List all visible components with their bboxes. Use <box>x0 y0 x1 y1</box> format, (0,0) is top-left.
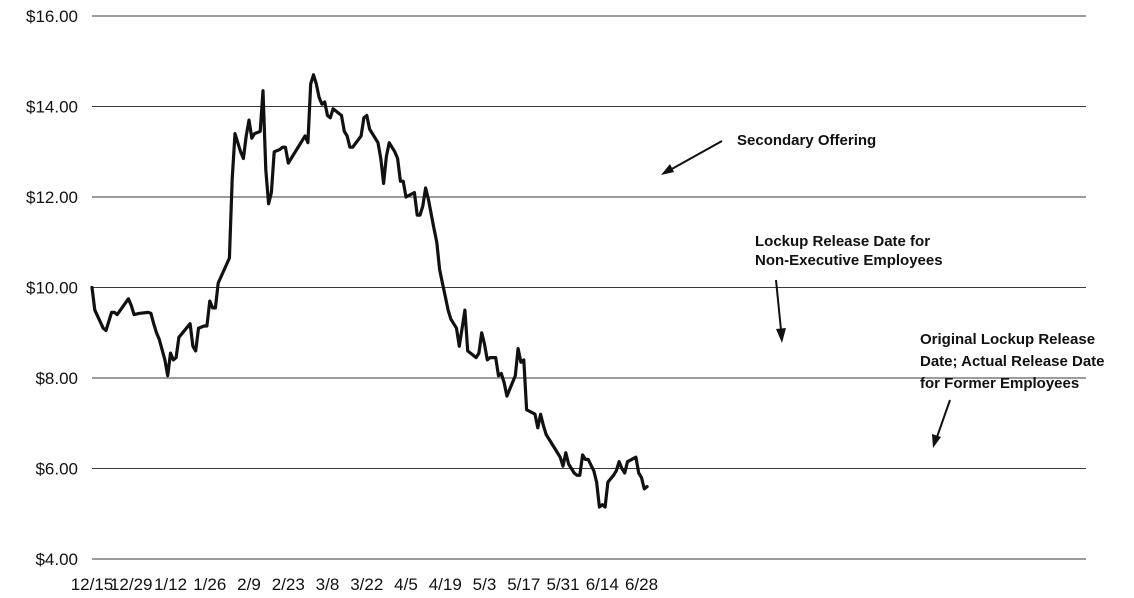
x-tick-label: 3/22 <box>350 575 383 594</box>
x-tick-label: 3/8 <box>316 575 340 594</box>
annotation-lockup-non-executive-arrow <box>775 279 782 331</box>
x-tick-label: 5/17 <box>507 575 540 594</box>
annotation-lockup-non-executive-line-1: Lockup Release Date for <box>755 233 930 250</box>
y-tick-label: $14.00 <box>26 98 78 117</box>
series-line <box>90 73 649 509</box>
x-tick-label: 12/15 <box>71 575 114 594</box>
annotation-lockup-non-executive-arrowhead <box>776 328 786 343</box>
annotation-original-lockup-arrowhead <box>932 434 941 448</box>
y-axis-tick-labels: $4.00 $6.00 $8.00 $10.00 $12.00 $14.00 $16.00 <box>26 7 78 569</box>
annotation-original-lockup-line-1: Original Lockup Release <box>920 331 1095 348</box>
annotation-secondary-offering-line-1: Secondary Offering <box>737 132 876 149</box>
price-series <box>90 73 649 509</box>
annotation-secondary-offering-arrow <box>669 140 723 171</box>
x-tick-label: 1/12 <box>154 575 187 594</box>
y-tick-label: $4.00 <box>35 550 78 569</box>
annotation-original-lockup-arrow <box>936 399 951 438</box>
annotation-original-lockup-line-2: Date; Actual Release Date <box>920 353 1105 370</box>
x-tick-label: 12/29 <box>110 575 153 594</box>
x-tick-label: 1/26 <box>193 575 226 594</box>
annotation-lockup-non-executive-line-2: Non-Executive Employees <box>755 252 943 269</box>
x-tick-label: 2/23 <box>272 575 305 594</box>
annotation-original-lockup-line-3: for Former Employees <box>920 375 1079 392</box>
y-tick-label: $10.00 <box>26 279 78 298</box>
annotation-secondary-offering: Secondary Offering <box>661 132 876 175</box>
y-tick-label: $8.00 <box>35 369 78 388</box>
annotation-original-lockup: Original Lockup Release Date; Actual Rel… <box>920 331 1105 448</box>
x-tick-label: 4/19 <box>429 575 462 594</box>
y-tick-label: $16.00 <box>26 7 78 26</box>
annotation-secondary-offering-arrowhead <box>661 164 674 175</box>
x-tick-label: 5/31 <box>546 575 579 594</box>
x-tick-label: 6/28 <box>625 575 658 594</box>
y-tick-label: $6.00 <box>35 460 78 479</box>
annotation-lockup-non-executive: Lockup Release Date for Non-Executive Em… <box>755 233 943 343</box>
gridlines <box>92 15 1086 560</box>
y-tick-label: $12.00 <box>26 188 78 207</box>
x-tick-label: 5/3 <box>473 575 497 594</box>
x-tick-label: 6/14 <box>586 575 619 594</box>
x-tick-label: 4/5 <box>394 575 418 594</box>
x-tick-label: 2/9 <box>237 575 261 594</box>
